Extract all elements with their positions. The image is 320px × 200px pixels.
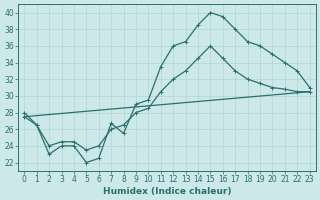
X-axis label: Humidex (Indice chaleur): Humidex (Indice chaleur): [103, 187, 231, 196]
